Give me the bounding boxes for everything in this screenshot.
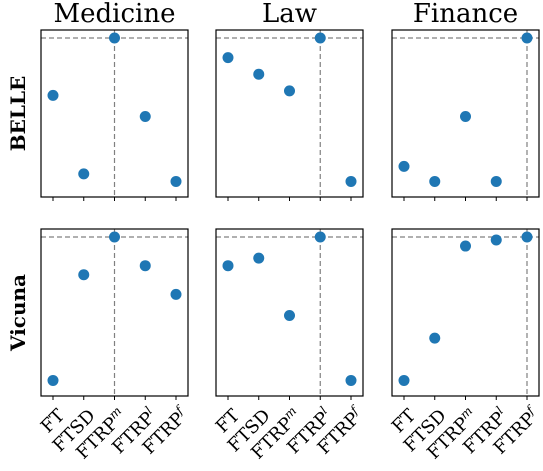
data-point-ftsd bbox=[253, 252, 265, 264]
column-title-medicine: Medicine bbox=[54, 0, 176, 29]
data-point-ftrpm bbox=[284, 310, 295, 322]
data-point-ftsd bbox=[429, 175, 441, 187]
row-label-belle: BELLE bbox=[6, 76, 30, 152]
data-point-ftrpm bbox=[460, 111, 471, 123]
data-point-ftrpl bbox=[139, 260, 151, 272]
data-point-ftrpl bbox=[490, 175, 502, 187]
data-point-ft bbox=[398, 160, 410, 172]
x-tick-label-superscript: f bbox=[347, 402, 363, 418]
data-point-ftrpf bbox=[345, 374, 357, 386]
data-point-ftrpl bbox=[314, 231, 326, 243]
data-point-ftsd bbox=[429, 332, 441, 344]
data-point-ft bbox=[47, 89, 59, 101]
x-tick-label-superscript: l bbox=[142, 404, 155, 417]
data-point-ft bbox=[222, 260, 234, 272]
panel-frame bbox=[391, 228, 540, 397]
data-point-ftrpf bbox=[345, 175, 357, 187]
x-tick-label-superscript: m bbox=[281, 404, 299, 422]
x-tick-label-superscript: m bbox=[106, 404, 124, 422]
data-point-ft bbox=[47, 374, 59, 386]
data-point-ftsd bbox=[78, 269, 90, 281]
data-point-ftrpm bbox=[460, 240, 471, 252]
panel-belle-law bbox=[215, 29, 364, 201]
data-point-ftrpf bbox=[521, 231, 533, 243]
column-title-law: Law bbox=[262, 0, 317, 29]
panel-belle-medicine bbox=[40, 29, 189, 201]
row-label-vicuna: Vicuna bbox=[6, 274, 30, 352]
data-point-ftrpl bbox=[139, 111, 151, 123]
x-tick-label-superscript: m bbox=[457, 404, 475, 422]
data-point-ftrpf bbox=[170, 288, 182, 300]
data-point-ft bbox=[222, 52, 234, 64]
data-point-ftsd bbox=[78, 168, 90, 180]
data-point-ft bbox=[398, 374, 410, 386]
data-point-ftrpf bbox=[170, 175, 182, 187]
x-tick-label-superscript: l bbox=[317, 404, 330, 417]
x-tick-label-superscript: f bbox=[523, 402, 539, 418]
data-point-ftsd bbox=[253, 68, 265, 80]
x-tick-label-superscript: f bbox=[172, 402, 188, 418]
panel-belle-finance bbox=[391, 29, 540, 201]
data-point-ftrpm bbox=[109, 32, 120, 44]
x-tick-label-superscript: l bbox=[493, 404, 506, 417]
data-point-ftrpl bbox=[314, 32, 326, 44]
data-point-ftrpm bbox=[109, 231, 120, 243]
data-point-ftrpl bbox=[490, 234, 502, 246]
data-point-ftrpm bbox=[284, 85, 295, 97]
panel-frame bbox=[215, 29, 364, 198]
data-point-ftrpf bbox=[521, 32, 533, 44]
column-title-finance: Finance bbox=[413, 0, 518, 29]
